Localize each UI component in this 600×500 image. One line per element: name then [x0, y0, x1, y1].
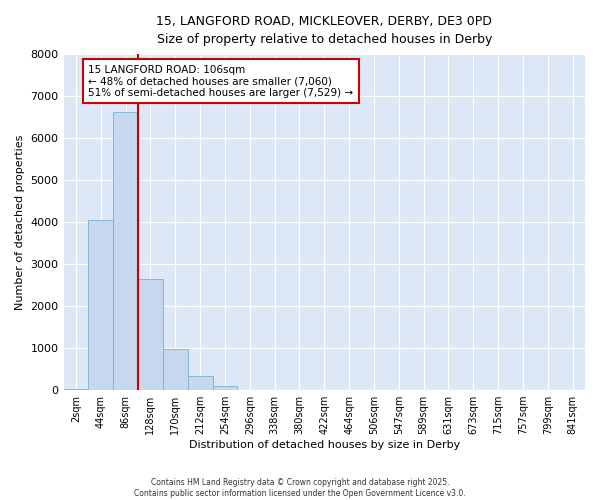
- X-axis label: Distribution of detached houses by size in Derby: Distribution of detached houses by size …: [188, 440, 460, 450]
- Bar: [212, 386, 238, 390]
- Bar: [113, 112, 138, 390]
- Text: Contains HM Land Registry data © Crown copyright and database right 2025.
Contai: Contains HM Land Registry data © Crown c…: [134, 478, 466, 498]
- Y-axis label: Number of detached properties: Number of detached properties: [15, 134, 25, 310]
- Bar: [163, 349, 188, 390]
- Bar: [64, 389, 88, 390]
- Text: 15 LANGFORD ROAD: 106sqm
← 48% of detached houses are smaller (7,060)
51% of sem: 15 LANGFORD ROAD: 106sqm ← 48% of detach…: [88, 64, 353, 98]
- Bar: [188, 376, 212, 390]
- Title: 15, LANGFORD ROAD, MICKLEOVER, DERBY, DE3 0PD
Size of property relative to detac: 15, LANGFORD ROAD, MICKLEOVER, DERBY, DE…: [157, 15, 492, 46]
- Bar: [138, 279, 163, 390]
- Bar: [88, 220, 113, 390]
